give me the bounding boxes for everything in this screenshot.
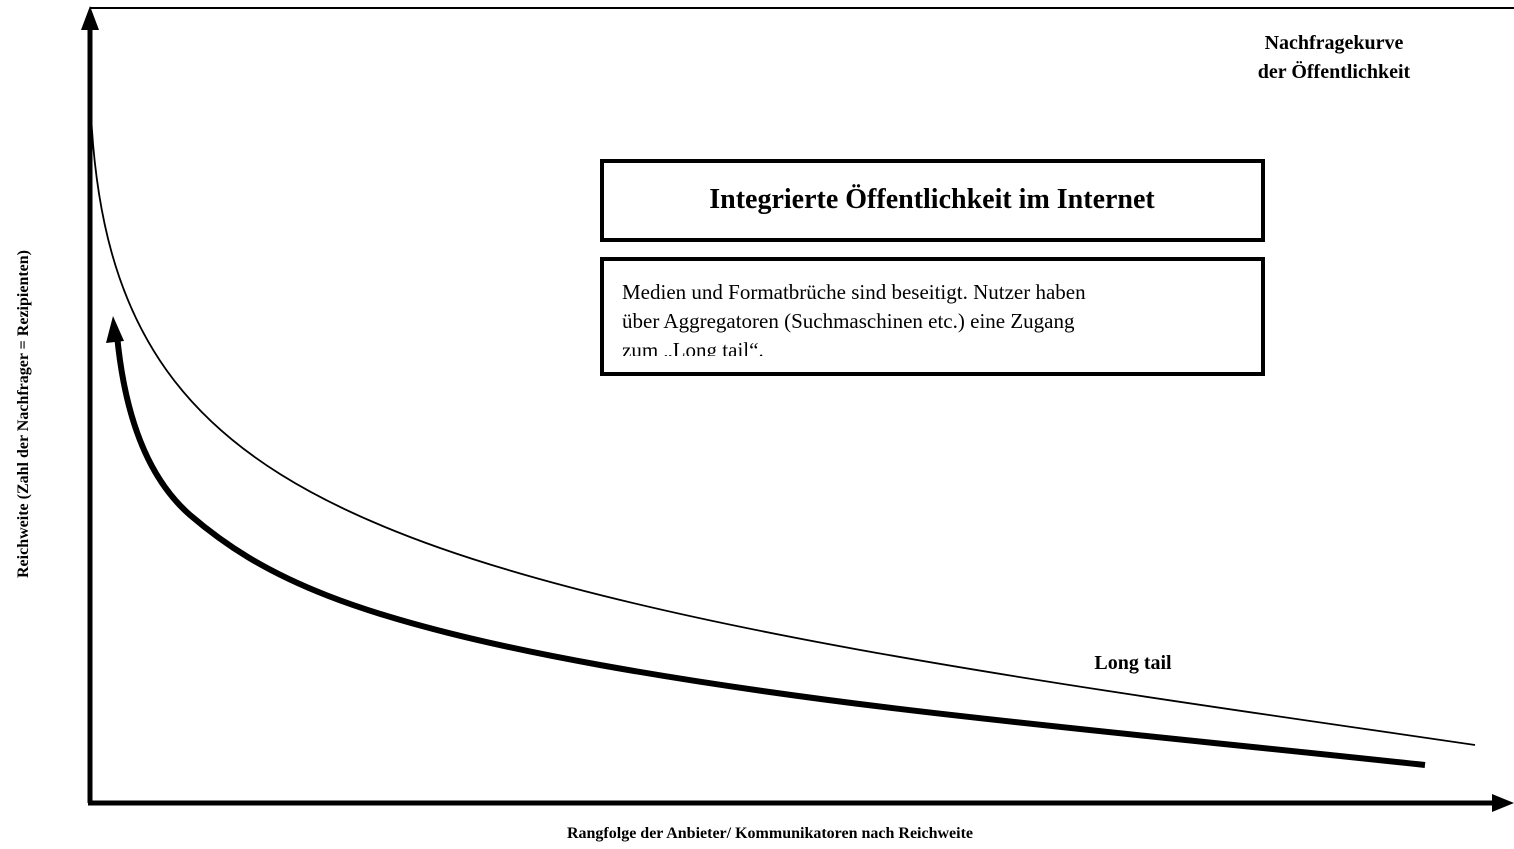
x-axis-arrow [1492,794,1514,812]
curve-label: Nachfragekurve [1265,32,1404,54]
demand-curve [89,84,1476,746]
curve-label: der Öffentlichkeit [1258,60,1411,83]
text-box [600,257,1265,376]
long-tail-label: Long tail [1094,652,1172,674]
long-tail-curve [114,334,1426,768]
long-tail-arrow [106,316,124,343]
y-axis-arrow [81,6,99,30]
text-box-line: Medien und Formatbrüche sind beseitigt. … [622,280,1086,304]
text-box-content: Medien und Formatbrüche sind beseitigt. … [622,280,1086,362]
title-box-text: Integrierte Öffentlichkeit im Internet [709,184,1155,215]
y-axis-label: Reichweite (Zahl der Nachfrager = Rezipi… [15,250,32,578]
title-box [600,159,1265,242]
x-axis-label: Rangfolge der Anbieter/ Kommunikatoren n… [567,825,973,842]
text-box-line: zum „Long tail“. [622,338,764,362]
text-box-line: über Aggregatoren (Suchmaschinen etc.) e… [622,309,1075,333]
